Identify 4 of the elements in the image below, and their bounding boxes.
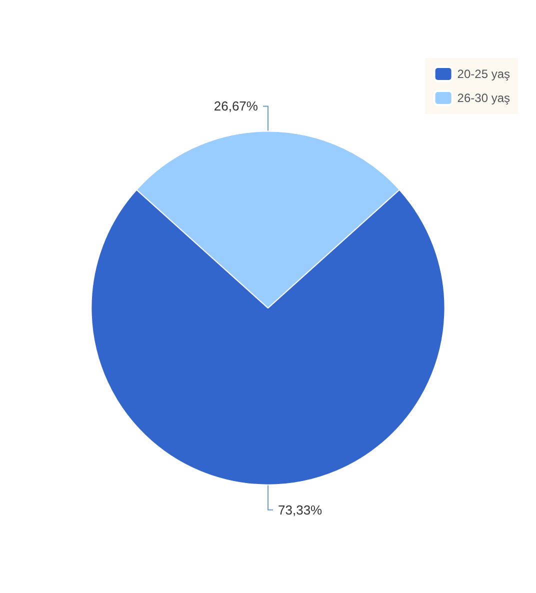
legend-label: 20-25 yaş (457, 67, 510, 81)
data-label: 73,33% (278, 502, 323, 518)
data-label: 26,67% (214, 98, 258, 114)
legend-label: 26-30 yaş (457, 91, 510, 105)
